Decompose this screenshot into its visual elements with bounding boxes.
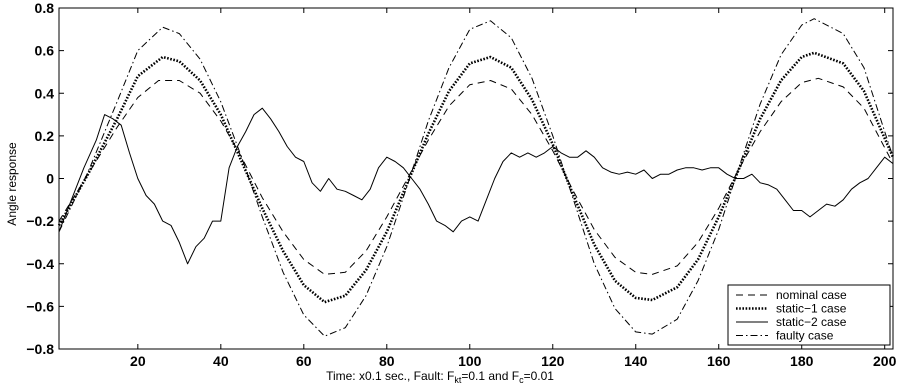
x-tick-label: 200 xyxy=(873,353,897,369)
y-tick-label: 0.4 xyxy=(35,85,55,101)
y-tick-label: −0.6 xyxy=(26,298,54,314)
y-tick-label: 0.8 xyxy=(35,0,55,16)
x-tick-label: 60 xyxy=(296,353,312,369)
legend-entry: static−2 case xyxy=(776,315,847,329)
y-tick-label: 0 xyxy=(46,171,54,187)
y-tick-label: 0.6 xyxy=(35,43,55,59)
ticks-layer: 20 40 60 80 100 120 140 160 180 200 −0.8 −0.6 −0.4 −0… xyxy=(26,0,896,369)
y-tick-label: 0.2 xyxy=(35,128,55,144)
legend-entry: nominal case xyxy=(776,288,847,302)
series-line-static-1-case xyxy=(57,51,895,304)
x-tick-label: 20 xyxy=(130,353,146,369)
y-axis-label: Angle response xyxy=(5,142,19,226)
x-axis-label-main: Time: x0.1 sec., Fault: F xyxy=(326,369,454,383)
x-tick-label: 100 xyxy=(458,353,482,369)
x-tick-label: 40 xyxy=(213,353,229,369)
series-line-static-2-case xyxy=(58,107,894,265)
legend-entry: faulty case xyxy=(776,329,834,343)
series-line-faulty-case xyxy=(58,18,894,337)
x-tick-label: 160 xyxy=(707,353,731,369)
x-axis-label-sub2: c xyxy=(519,375,524,385)
x-tick-label: 120 xyxy=(541,353,565,369)
x-axis-label: Time: x0.1 sec., Fault: Fkt=0.1 and Fc=0… xyxy=(326,369,554,385)
legend-entry: static−1 case xyxy=(776,302,847,316)
x-tick-label: 140 xyxy=(624,353,648,369)
x-axis-label-mid: =0.1 and F xyxy=(461,369,519,383)
x-tick-label: 180 xyxy=(790,353,814,369)
x-axis-label-sub1: kt xyxy=(454,375,462,385)
x-tick-label: 80 xyxy=(379,353,395,369)
series-line-nominal-case xyxy=(58,77,894,275)
series-layer xyxy=(57,18,895,337)
x-axis-label-end: =0.01 xyxy=(524,369,555,383)
y-tick-label: −0.4 xyxy=(26,256,54,272)
y-tick-label: −0.8 xyxy=(26,341,54,357)
y-tick-label: −0.2 xyxy=(26,213,54,229)
